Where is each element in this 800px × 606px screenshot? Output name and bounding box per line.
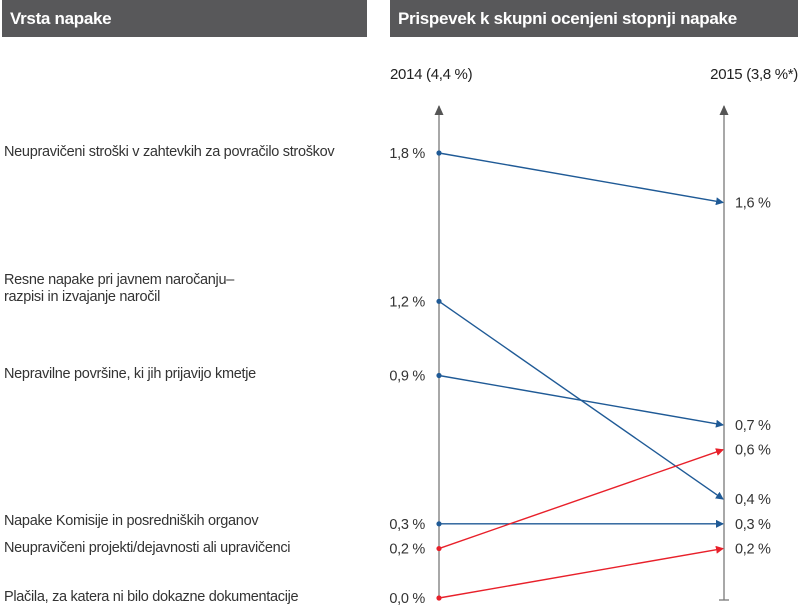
value-label-2015-3: 0,3 % [735,517,771,533]
value-label-2014-5: 0,0 % [389,591,425,606]
value-label-2015-4: 0,6 % [735,443,771,459]
value-label-2014-2: 0,9 % [389,369,425,385]
value-label-2014-4: 0,2 % [389,542,425,558]
category-label-1: Resne napake pri javnem naročanju– razpi… [4,272,235,305]
value-label-2015-0: 1,6 % [735,195,771,211]
category-label-5: Plačila, za katera ni bilo dokazne dokum… [4,589,299,605]
column-header-error-type: Vrsta napake [2,0,367,37]
value-label-2014-1: 1,2 % [389,294,425,310]
series-line-5 [438,545,724,599]
start-point-4 [436,545,442,552]
series-line-0 [438,152,724,206]
series-line-2 [438,374,724,428]
axis-label-2015: 2015 (3,8 %*) [710,66,798,83]
value-label-2014-3: 0,3 % [389,517,425,533]
start-point-1 [436,298,442,304]
series-line-4 [438,448,724,550]
value-label-2015-1: 0,4 % [735,492,771,508]
category-label-3: Napake Komisije in posredniških organov [4,513,259,529]
start-point-0 [436,150,442,156]
axis-label-2014: 2014 (4,4 %) [390,66,473,83]
value-label-2014-0: 1,8 % [389,146,425,162]
category-label-4: Neupravičeni projekti/dejavnosti ali upr… [4,540,291,556]
category-label-0: Neupravičeni stroški v zahtevkih za povr… [4,144,335,160]
column-header-contribution: Prispevek k skupni ocenjeni stopnji napa… [390,0,798,37]
start-point-5 [436,595,442,601]
value-label-2015-5: 0,2 % [735,542,771,558]
start-point-3 [436,521,442,527]
value-label-2015-2: 0,7 % [735,418,771,434]
category-label-2: Nepravilne površine, ki jih prijavijo km… [4,366,256,382]
start-point-2 [436,372,442,379]
